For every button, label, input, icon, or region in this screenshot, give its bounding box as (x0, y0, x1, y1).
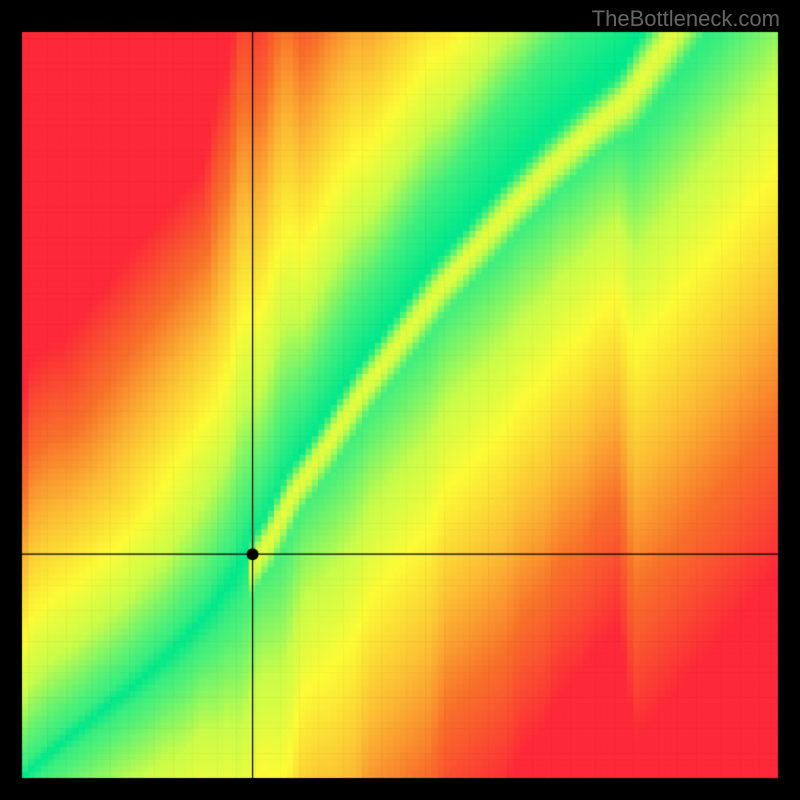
bottleneck-heatmap (0, 0, 800, 800)
watermark-text: TheBottleneck.com (592, 6, 780, 32)
chart-container: TheBottleneck.com (0, 0, 800, 800)
